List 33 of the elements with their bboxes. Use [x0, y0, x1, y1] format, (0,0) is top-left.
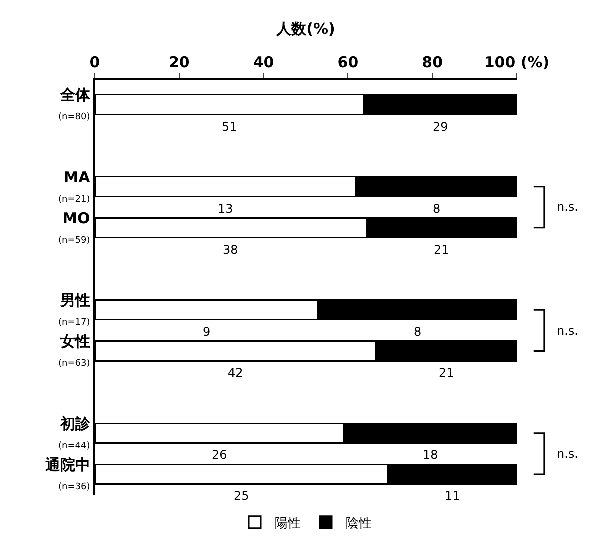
annotation: 25 [234, 489, 250, 503]
text: n.s. [557, 447, 578, 461]
annotation: 13 [218, 202, 234, 216]
annotation: 11 [445, 489, 460, 503]
y-tick-label: 通院中 (n=36) [44, 456, 90, 492]
y-tick-label: 女性 (n=63) [58, 332, 90, 370]
annotation: 21 [439, 366, 454, 380]
legend-label: 陰性 [346, 516, 372, 532]
x-tick-label: 100 (%) [484, 53, 550, 72]
y-tick-label: 全体 (n=80) [58, 86, 92, 123]
x-tick-label: 80 [422, 53, 444, 72]
annotation: 9 [203, 325, 211, 339]
x-tick-label: 40 [253, 53, 274, 72]
annotation: 29 [433, 120, 448, 134]
y-tick-label: 初診 (n=44) [58, 414, 92, 452]
text: n.s. [557, 324, 578, 338]
annotation: 26 [212, 448, 228, 462]
annotation: 42 [228, 366, 244, 380]
x-axis-title: 人数(%) [276, 20, 336, 38]
annotation: 21 [434, 243, 450, 257]
x-tick-label: 0 [90, 53, 100, 72]
text: n.s. [557, 200, 578, 214]
y-tick-label: MA (n=21) [58, 168, 91, 205]
annotation: 8 [414, 325, 422, 339]
y-tick-label: 男性 (n=17) [58, 292, 90, 328]
annotation: 51 [222, 120, 238, 134]
annotation: 18 [423, 448, 438, 462]
legend-label: 陽性 [275, 516, 301, 532]
y-tick-label: MO (n=59) [58, 209, 90, 246]
annotation: 8 [433, 202, 441, 216]
x-tick-label: 60 [338, 53, 359, 72]
x-tick-label: 20 [168, 53, 190, 72]
annotation: 38 [223, 243, 238, 257]
